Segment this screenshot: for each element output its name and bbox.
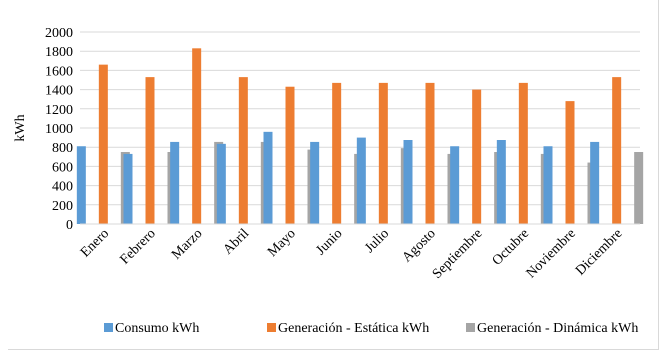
y-tick-label: 800 — [52, 141, 73, 156]
bar-consumo-kwh-abril — [216, 143, 226, 224]
bar-generaci-n-est-tica-kwh-mayo — [285, 86, 295, 224]
bar-generaci-n-est-tica-kwh-febrero — [145, 77, 155, 225]
x-axis-ticks: Enero Febrero Marzo Abril Mayo Junio Julio Agos… — [78, 226, 626, 282]
y-tick-label: 200 — [52, 199, 73, 214]
x-tick-label: Febrero — [117, 226, 158, 267]
x-tick-label: Octubre — [490, 226, 532, 268]
x-tick-label: Septiembre — [430, 226, 486, 282]
bar-consumo-kwh-enero — [76, 146, 86, 224]
y-axis-ticks: 0 200 400 600 800 1000 1200 1400 1600 1800 2000 — [45, 26, 73, 233]
y-tick-label: 1400 — [45, 84, 73, 99]
x-tick-label: Agosto — [400, 226, 439, 265]
x-tick-label: Junio — [313, 226, 345, 258]
bar-consumo-kwh-febrero — [123, 153, 133, 224]
bar-consumo-kwh-octubre — [496, 140, 506, 224]
bar-generaci-n-est-tica-kwh-julio — [378, 82, 388, 224]
bar-generaci-n-est-tica-kwh-diciembre — [612, 77, 622, 225]
bar-generaci-n-est-tica-kwh-abril — [238, 77, 248, 225]
y-tick-label: 0 — [66, 218, 73, 233]
x-tick-label: Marzo — [169, 226, 205, 262]
y-tick-label: 400 — [52, 180, 73, 195]
y-tick-label: 1000 — [45, 122, 73, 137]
bar-consumo-kwh-agosto — [403, 140, 413, 224]
chart-frame — [8, 0, 659, 350]
y-axis-title: kWh — [13, 114, 28, 141]
bar-consumo-kwh-noviembre — [543, 146, 553, 224]
y-tick-label: 2000 — [45, 26, 73, 41]
legend-label: Generación - Dinámica kWh — [477, 321, 638, 336]
legend: Consumo kWh Generación - Estática kWh Gene… — [104, 321, 638, 336]
x-tick-label: Mayo — [265, 226, 299, 260]
bars — [76, 48, 644, 225]
y-tick-label: 1200 — [45, 103, 73, 118]
bar-generaci-n-est-tica-kwh-octubre — [518, 82, 528, 224]
legend-swatch — [466, 323, 475, 332]
legend-label: Generación - Estática kWh — [278, 321, 429, 336]
bar-generaci-n-est-tica-kwh-agosto — [425, 82, 435, 224]
bar-consumo-kwh-diciembre — [590, 141, 600, 224]
x-tick-label: Julio — [362, 226, 392, 256]
x-tick-label: Enero — [78, 226, 112, 260]
x-tick-label: Noviembre — [524, 226, 579, 281]
bar-generaci-n-din-mica-kwh-diciembre — [634, 152, 644, 224]
bar-generaci-n-est-tica-kwh-marzo — [192, 48, 202, 224]
x-tick-label: Diciembre — [573, 226, 625, 278]
bar-generaci-n-est-tica-kwh-junio — [332, 82, 342, 224]
legend-label: Consumo kWh — [115, 321, 199, 336]
bar-generaci-n-est-tica-kwh-septiembre — [472, 89, 482, 224]
bar-generaci-n-est-tica-kwh-noviembre — [565, 101, 575, 224]
x-tick-label: Abril — [221, 226, 253, 258]
bar-consumo-kwh-marzo — [170, 141, 180, 224]
bar-consumo-kwh-mayo — [263, 131, 273, 224]
bar-consumo-kwh-septiembre — [450, 146, 460, 224]
legend-swatch — [267, 323, 276, 332]
bar-consumo-kwh-julio — [356, 137, 366, 224]
legend-swatch — [104, 323, 113, 332]
bar-consumo-kwh-junio — [310, 141, 320, 224]
y-tick-label: 1600 — [45, 64, 73, 79]
y-tick-label: 600 — [52, 160, 73, 175]
bar-generaci-n-est-tica-kwh-enero — [98, 64, 108, 224]
y-tick-label: 1800 — [45, 45, 73, 60]
